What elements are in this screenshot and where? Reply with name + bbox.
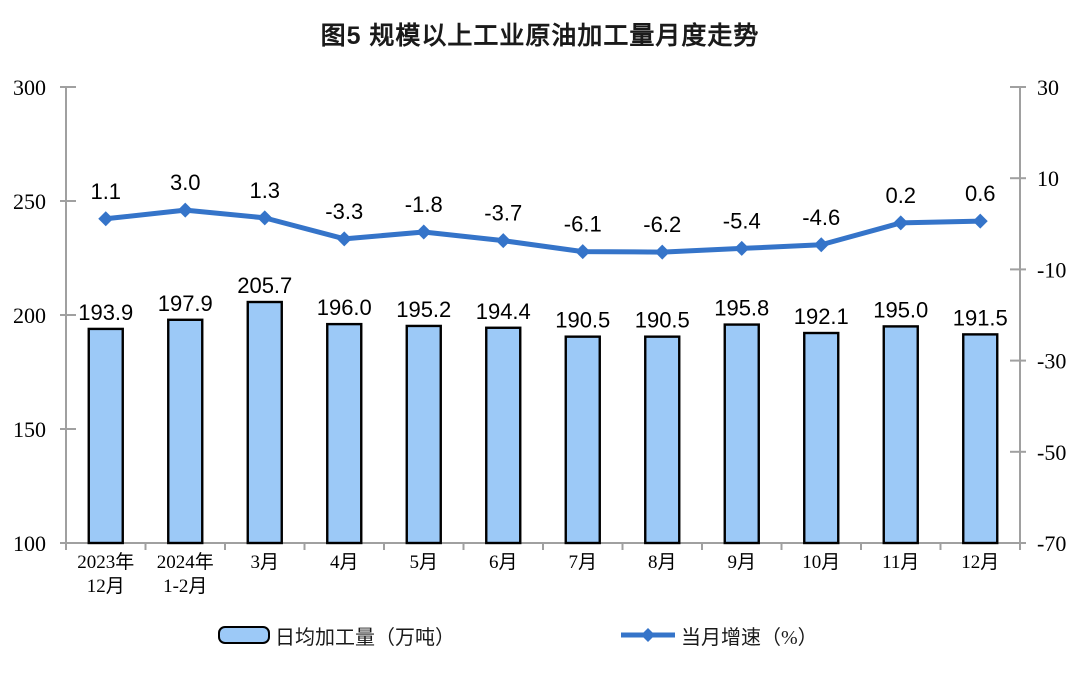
chart-canvas: 300 250 200 150 100 30 10 -10 -30 -50 -70 2023年 12月 2…	[13, 75, 1066, 597]
bar	[405, 324, 442, 545]
bar-value-label: 190.5	[555, 308, 610, 333]
x-axis-category-label: 6月	[489, 552, 518, 573]
line-marker	[575, 244, 591, 260]
x-axis-category-label: 7月	[568, 552, 597, 573]
bar	[87, 327, 124, 545]
bar	[485, 326, 522, 545]
line-value-label: -4.6	[802, 205, 840, 230]
bar	[723, 323, 760, 545]
left-axis-tick-label: 200	[13, 303, 46, 328]
bar-value-label: 191.5	[953, 305, 1008, 330]
bar	[644, 335, 681, 545]
bar-value-label: 197.9	[158, 291, 213, 316]
left-axis-tick-label: 250	[13, 189, 46, 214]
line-value-label: -3.3	[325, 199, 363, 224]
bar	[962, 333, 999, 545]
line-marker	[257, 210, 273, 226]
left-axis-tick-label: 100	[13, 531, 46, 556]
line-marker	[495, 233, 511, 249]
x-axis-category-label: 9月	[727, 552, 756, 573]
legend-item-bar: 日均加工量（万吨）	[218, 625, 455, 649]
bar	[803, 331, 840, 545]
line-value-label: -6.1	[564, 212, 602, 237]
line-value-label: 3.0	[170, 170, 201, 195]
line-value-label: 0.6	[965, 181, 996, 206]
line-marker	[734, 240, 750, 256]
line-value-label: 1.1	[90, 179, 121, 204]
left-axis-tick-label: 150	[13, 417, 46, 442]
line-marker	[654, 244, 670, 260]
chart-title: 图5 规模以上工业原油加工量月度走势	[320, 22, 760, 50]
line-value-label: -6.2	[643, 212, 681, 237]
bar-value-label: 205.7	[237, 273, 292, 298]
line-marker	[336, 231, 352, 247]
left-axis-tick-label: 300	[13, 75, 46, 100]
line-marker	[893, 215, 909, 231]
x-axis-category-label: 3月	[250, 552, 279, 573]
bar-value-label: 193.9	[78, 300, 133, 325]
right-axis-tick-label: -10	[1037, 257, 1066, 282]
line-value-label: 1.3	[249, 178, 280, 203]
line-marker	[98, 211, 114, 227]
legend-line-label: 当月增速（%）	[681, 626, 818, 649]
legend-line-swatch-icon	[621, 628, 675, 642]
line-value-label: -1.8	[405, 192, 443, 217]
x-axis-category-label: 8月	[648, 552, 677, 573]
right-axis-tick-label: 10	[1037, 166, 1059, 191]
bar	[167, 318, 204, 545]
x-axis-category-label: 11月	[882, 552, 919, 573]
growth-line	[103, 207, 983, 255]
line-value-label: 0.2	[885, 183, 916, 208]
right-axis-tick-label: -30	[1037, 349, 1066, 374]
x-axis-category-label: 12月	[961, 552, 999, 573]
bar-value-label: 195.8	[714, 296, 769, 321]
right-axis-tick-label: -50	[1037, 440, 1066, 465]
x-axis-category-label: 5月	[409, 552, 438, 573]
bar	[246, 300, 283, 545]
bar-value-label: 196.0	[317, 295, 372, 320]
x-axis-category-label: 2024年 1-2月	[157, 551, 214, 597]
bar	[564, 335, 601, 545]
line-marker	[813, 237, 829, 253]
line-marker	[177, 202, 193, 218]
bar-value-label: 192.1	[794, 304, 849, 329]
legend-item-line: 当月增速（%）	[620, 625, 818, 649]
line-marker	[972, 213, 988, 229]
bar	[882, 325, 919, 545]
x-axis-category-label: 10月	[802, 552, 840, 573]
bar	[326, 322, 363, 545]
line-value-label: -5.4	[723, 208, 761, 233]
legend-bar-swatch-icon	[218, 626, 270, 644]
line-marker	[416, 224, 432, 240]
right-axis-tick-label: 30	[1037, 75, 1059, 100]
bar-value-label: 195.0	[873, 297, 928, 322]
bar-value-label: 190.5	[635, 308, 690, 333]
x-axis-category-label: 2023年 12月	[77, 551, 134, 597]
right-axis-tick-label: -70	[1037, 531, 1066, 556]
bar-value-label: 195.2	[396, 297, 451, 322]
legend-bar-label: 日均加工量（万吨）	[275, 626, 455, 649]
x-axis-category-label: 4月	[330, 552, 359, 573]
line-value-label: -3.7	[484, 201, 522, 226]
bar-value-label: 194.4	[476, 299, 531, 324]
